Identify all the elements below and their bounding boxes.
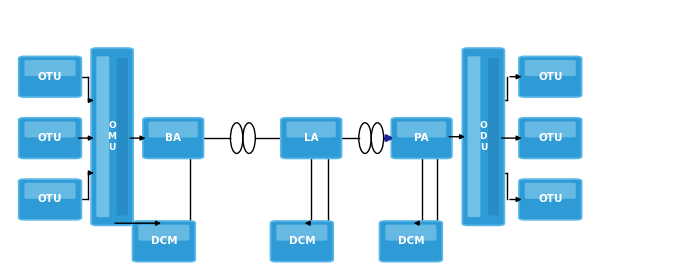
Text: OTU: OTU (38, 72, 62, 82)
Text: OTU: OTU (538, 194, 562, 205)
Text: OTU: OTU (538, 72, 562, 82)
FancyBboxPatch shape (385, 225, 437, 240)
FancyBboxPatch shape (397, 121, 446, 137)
FancyBboxPatch shape (488, 58, 499, 215)
FancyBboxPatch shape (525, 121, 576, 137)
Text: OTU: OTU (38, 133, 62, 143)
FancyBboxPatch shape (117, 58, 128, 215)
Text: O
M
U: O M U (108, 121, 117, 152)
FancyBboxPatch shape (519, 179, 582, 220)
FancyBboxPatch shape (138, 225, 189, 240)
FancyBboxPatch shape (468, 56, 480, 217)
Text: DCM: DCM (150, 236, 177, 246)
FancyBboxPatch shape (143, 118, 204, 158)
FancyBboxPatch shape (25, 121, 76, 137)
FancyBboxPatch shape (19, 179, 81, 220)
FancyBboxPatch shape (281, 118, 342, 158)
Text: PA: PA (414, 133, 429, 143)
FancyBboxPatch shape (276, 225, 328, 240)
Text: DCM: DCM (288, 236, 315, 246)
FancyBboxPatch shape (525, 60, 576, 76)
Text: OTU: OTU (538, 133, 562, 143)
Text: O
D
U: O D U (480, 121, 487, 152)
FancyBboxPatch shape (19, 118, 81, 158)
FancyBboxPatch shape (25, 60, 76, 76)
Text: DCM: DCM (397, 236, 424, 246)
FancyBboxPatch shape (525, 183, 576, 199)
Text: OTU: OTU (38, 194, 62, 205)
FancyBboxPatch shape (19, 56, 81, 97)
FancyBboxPatch shape (519, 56, 582, 97)
FancyBboxPatch shape (462, 48, 504, 225)
FancyBboxPatch shape (132, 221, 195, 262)
Text: LA: LA (304, 133, 319, 143)
FancyBboxPatch shape (91, 48, 133, 225)
FancyBboxPatch shape (270, 221, 333, 262)
FancyBboxPatch shape (286, 121, 336, 137)
Text: BA: BA (165, 133, 181, 143)
FancyBboxPatch shape (148, 121, 198, 137)
FancyBboxPatch shape (519, 118, 582, 158)
FancyBboxPatch shape (97, 56, 109, 217)
FancyBboxPatch shape (391, 118, 452, 158)
FancyBboxPatch shape (380, 221, 442, 262)
FancyBboxPatch shape (25, 183, 76, 199)
